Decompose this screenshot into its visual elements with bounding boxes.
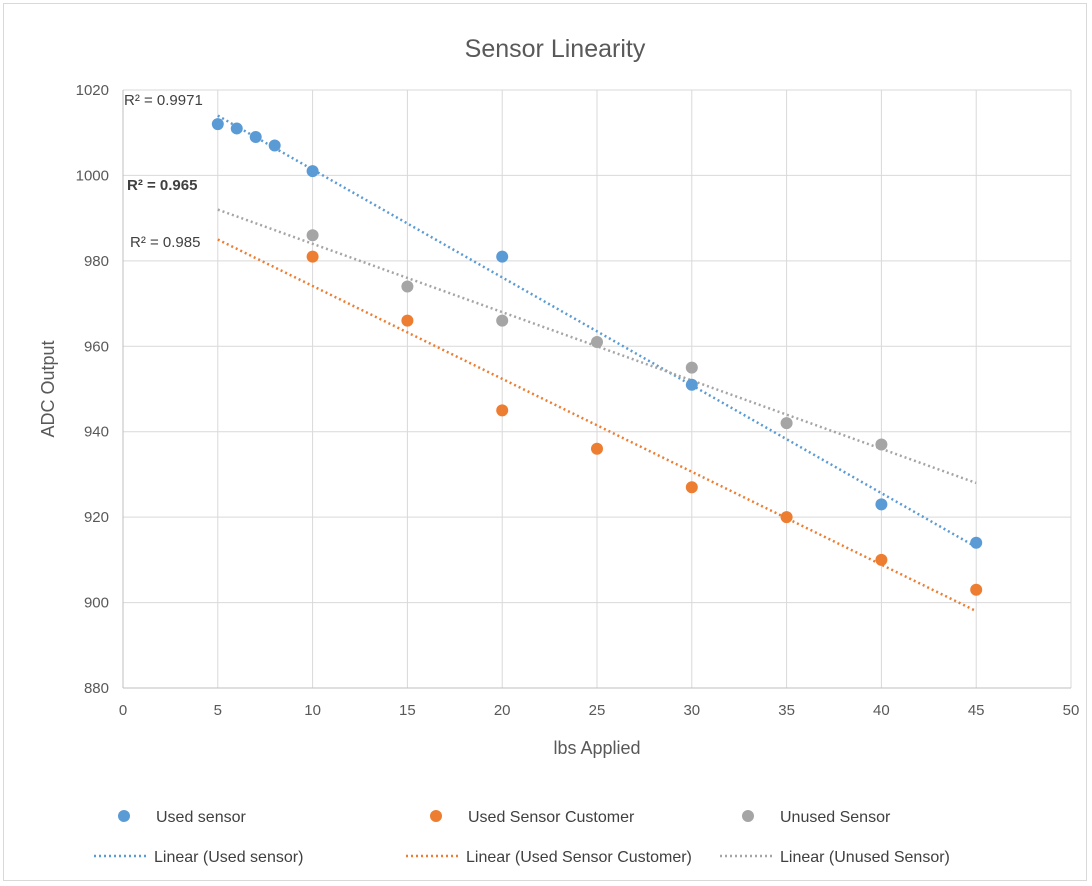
y-tick-label: 1020 bbox=[76, 82, 109, 99]
y-axis-title: ADC Output bbox=[38, 340, 58, 437]
r2-label-series-1: R² = 0.985 bbox=[130, 234, 200, 251]
y-tick-label: 980 bbox=[84, 253, 109, 270]
r2-label-series-0: R² = 0.9971 bbox=[124, 92, 203, 109]
data-point-series-0 bbox=[268, 139, 281, 152]
data-point-series-1 bbox=[591, 442, 603, 455]
chart-title: Sensor Linearity bbox=[465, 35, 646, 63]
trendline-1 bbox=[217, 238, 977, 613]
x-tick-label: 15 bbox=[399, 702, 416, 719]
data-point-series-1 bbox=[875, 553, 888, 566]
labels: 0 5 10 15 20 25 30 35 40 45 50 880 900 920 940 960 980 10… bbox=[38, 35, 1079, 758]
data-point-series-1 bbox=[401, 314, 414, 327]
data-point-series-2 bbox=[591, 336, 603, 349]
legend-trend-label-0: Linear (Used sensor) bbox=[154, 849, 303, 866]
data-point-series-2 bbox=[780, 417, 793, 430]
y-tick-label: 940 bbox=[84, 424, 109, 441]
x-tick-label: 0 bbox=[119, 702, 127, 719]
data-point-series-0 bbox=[496, 250, 509, 263]
legend-label-series-1: Used Sensor Customer bbox=[468, 809, 635, 826]
x-tick-label: 10 bbox=[304, 702, 321, 719]
trendlines bbox=[217, 114, 977, 613]
x-tick-label: 40 bbox=[873, 702, 890, 719]
y-tick-label: 960 bbox=[84, 338, 109, 355]
legend-marker-series-0 bbox=[118, 810, 130, 822]
data-point-series-0 bbox=[249, 130, 262, 143]
x-tick-label: 5 bbox=[214, 702, 222, 719]
r2-label-series-2: R² = 0.965 bbox=[127, 177, 197, 194]
x-tick-label: 45 bbox=[968, 702, 985, 719]
trendline-2 bbox=[217, 208, 977, 485]
y-tick-label: 880 bbox=[84, 680, 109, 697]
data-point-series-0 bbox=[211, 118, 224, 131]
data-point-series-0 bbox=[306, 165, 319, 178]
data-point-series-2 bbox=[306, 229, 319, 242]
legend-trend-label-1: Linear (Used Sensor Customer) bbox=[466, 849, 692, 866]
grid bbox=[122, 89, 1072, 689]
data-point-series-2 bbox=[875, 438, 888, 451]
x-axis-title: lbs Applied bbox=[553, 738, 640, 758]
x-tick-label: 35 bbox=[778, 702, 795, 719]
x-tick-label: 30 bbox=[683, 702, 700, 719]
chart-frame: 0 5 10 15 20 25 30 35 40 45 50 880 900 920 940 960 980 10… bbox=[3, 3, 1087, 881]
data-point-series-0 bbox=[230, 122, 243, 135]
data-points bbox=[211, 118, 983, 596]
legend-label-series-2: Unused Sensor bbox=[780, 809, 891, 826]
legend: Used sensor Used Sensor Customer Unused Se… bbox=[94, 809, 950, 866]
x-tick-label: 25 bbox=[589, 702, 606, 719]
chart-svg: 0 5 10 15 20 25 30 35 40 45 50 880 900 920 940 960 980 10… bbox=[38, 35, 1079, 866]
trendline-0 bbox=[217, 114, 977, 549]
y-tick-label: 920 bbox=[84, 509, 109, 526]
data-point-series-1 bbox=[970, 583, 983, 596]
x-tick-label: 50 bbox=[1063, 702, 1080, 719]
data-point-series-1 bbox=[685, 481, 698, 494]
legend-trend-label-2: Linear (Unused Sensor) bbox=[780, 849, 950, 866]
data-point-series-2 bbox=[401, 280, 414, 293]
data-point-series-2 bbox=[685, 361, 698, 374]
data-point-series-0 bbox=[875, 498, 888, 511]
data-point-series-1 bbox=[780, 511, 793, 524]
legend-label-series-0: Used sensor bbox=[156, 809, 246, 826]
x-tick-label: 20 bbox=[494, 702, 511, 719]
y-tick-label: 1000 bbox=[76, 167, 109, 184]
y-tick-label: 900 bbox=[84, 595, 109, 612]
data-point-series-2 bbox=[496, 314, 509, 327]
data-point-series-1 bbox=[496, 404, 509, 417]
data-point-series-0 bbox=[970, 536, 983, 549]
legend-marker-series-2 bbox=[742, 810, 754, 822]
data-point-series-0 bbox=[685, 378, 698, 391]
data-point-series-1 bbox=[306, 250, 319, 263]
legend-marker-series-1 bbox=[430, 810, 442, 822]
